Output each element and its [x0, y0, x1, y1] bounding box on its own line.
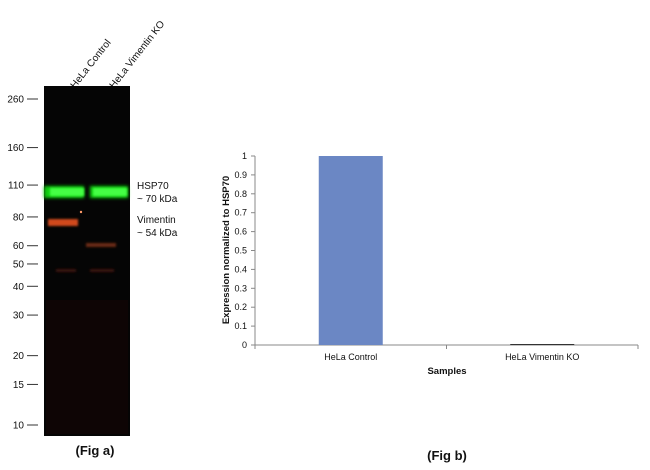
- mw-marker-label: 30: [13, 311, 25, 322]
- y-tick-label: 0.2: [234, 302, 247, 312]
- blot-background-tint: [46, 300, 128, 434]
- mw-marker-label: 15: [13, 380, 25, 391]
- band-size-hsp70: ~ 70 kDa: [137, 194, 178, 205]
- band-label-vimentin: Vimentin: [137, 215, 176, 226]
- mw-marker-label: 110: [8, 181, 24, 192]
- y-tick-label: 0.5: [234, 246, 247, 256]
- mw-marker-label: 10: [13, 421, 25, 432]
- y-tick-label: 0.4: [234, 264, 247, 274]
- hsp70-bands: [44, 186, 128, 198]
- y-tick-label: 0.1: [234, 321, 247, 331]
- bar-hela-control: [318, 156, 383, 345]
- vimentin-faint-band-lane-2: [86, 243, 116, 247]
- mw-marker-label: 50: [13, 259, 25, 270]
- x-axis: HeLa Control HeLa Vimentin KO: [254, 344, 639, 362]
- western-blot-panel: HeLa Control HeLa Vimentin KO 260 160 110 8…: [7, 19, 177, 458]
- vimentin-band-lane-1: [48, 219, 78, 226]
- x-axis-title: Samples: [427, 366, 466, 377]
- y-axis: 0 0.1 0.2 0.3 0.4 0.5 0.6 0.7 0.8 0.9 1: [234, 151, 256, 350]
- mw-marker-label: 80: [13, 212, 25, 223]
- band-size-vimentin: ~ 54 kDa: [137, 228, 178, 239]
- molecular-weight-markers: 260 160 110 80 60 50 40 30 20 15 10: [7, 95, 38, 432]
- mw-marker-label: 60: [13, 241, 25, 252]
- y-tick-label: 0.7: [234, 208, 247, 218]
- faint-band-lane-2-lower: [90, 269, 114, 272]
- fig-b-caption: (Fig b): [427, 448, 467, 463]
- x-tick-label: HeLa Vimentin KO: [505, 352, 579, 362]
- bar-chart-panel: 0 0.1 0.2 0.3 0.4 0.5 0.6 0.7 0.8 0.9 1 HeLa Contr…: [221, 151, 639, 463]
- bars: [318, 156, 575, 345]
- mw-marker-label: 260: [7, 95, 24, 106]
- band-label-hsp70: HSP70: [137, 181, 169, 192]
- bar-hela-vimentin-ko: [510, 344, 575, 345]
- lane-label-hela-vimentin-ko: HeLa Vimentin KO: [108, 19, 168, 91]
- speck: [79, 210, 83, 214]
- faint-band-lane-1-lower: [56, 269, 76, 272]
- y-tick-label: 1: [242, 151, 247, 161]
- mw-marker-label: 40: [13, 282, 25, 293]
- y-axis-title: Expression normalized to HSP70: [221, 176, 232, 324]
- y-tick-label: 0.3: [234, 283, 247, 293]
- mw-marker-label: 20: [13, 351, 25, 362]
- x-tick-label: HeLa Control: [324, 352, 377, 362]
- mw-marker-label: 160: [7, 143, 24, 154]
- hsp70-band-lane-2-core: [93, 188, 127, 196]
- y-tick-label: 0.8: [234, 189, 247, 199]
- lane-label-hela-control: HeLa Control: [69, 38, 114, 91]
- fig-a-caption: (Fig a): [76, 443, 115, 458]
- y-tick-label: 0.9: [234, 170, 247, 180]
- vimentin-bands: [48, 210, 116, 272]
- y-tick-label: 0: [242, 340, 247, 350]
- y-tick-label: 0.6: [234, 227, 247, 237]
- hsp70-band-lane-1-core: [50, 188, 84, 196]
